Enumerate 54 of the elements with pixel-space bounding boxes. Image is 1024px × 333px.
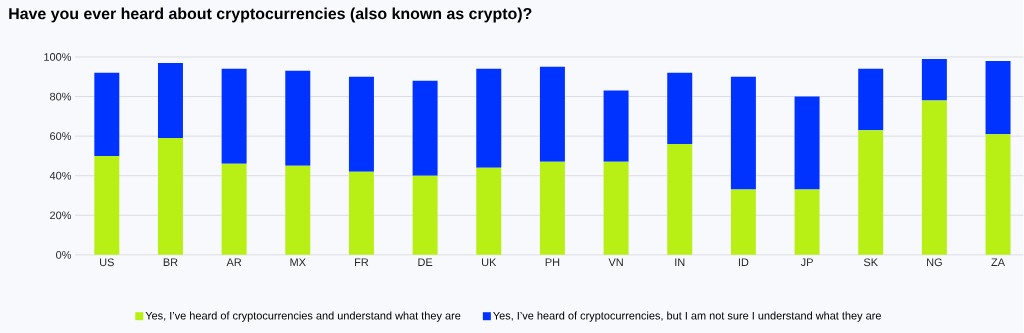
bar [285, 165, 311, 255]
x-tick-label: UK [482, 258, 497, 267]
bar [794, 96, 820, 190]
bar [921, 100, 947, 255]
bar [667, 144, 693, 255]
legend-label: Yes, I’ve heard of cryptocurrencies and understand what they are [145, 311, 461, 322]
x-tick-label: ZA [991, 258, 1006, 266]
bar [94, 156, 120, 255]
bar [157, 138, 183, 255]
bar [157, 62, 183, 139]
bar [921, 59, 947, 101]
bar [985, 134, 1011, 255]
bar [858, 130, 884, 255]
bar [476, 68, 502, 168]
x-tick-label: US [100, 258, 114, 267]
bar [412, 175, 438, 255]
x-tick-label: NG [927, 258, 942, 267]
y-tick-label: 0% [56, 251, 72, 259]
bar [667, 72, 693, 145]
bar [348, 76, 374, 172]
y-tick-label: 80% [50, 92, 72, 101]
chart-title: Have you ever heard about cryptocurrencies (also known as crypto)? [9, 7, 532, 23]
bar [730, 189, 756, 255]
bar [985, 61, 1011, 135]
x-tick-label: IN [675, 258, 685, 266]
x-tick-label: DE [418, 258, 433, 266]
y-tick-label: 20% [50, 211, 72, 220]
bar [221, 68, 247, 164]
bar [603, 90, 629, 162]
bar [858, 68, 884, 131]
y-tick-label: 60% [50, 132, 72, 141]
x-tick-label: AR [226, 258, 242, 266]
bar [730, 76, 756, 190]
x-tick-label: JP [800, 258, 813, 267]
bar [94, 72, 120, 156]
x-tick-label: MX [290, 258, 306, 266]
x-tick-label: SK [863, 258, 878, 267]
y-tick-label: 40% [49, 171, 72, 180]
bar [539, 161, 565, 255]
bar [539, 66, 565, 162]
x-tick-label: BR [163, 258, 178, 266]
bar [285, 70, 311, 166]
bar [794, 189, 820, 255]
bar [476, 167, 502, 255]
x-tick-label: FR [355, 258, 369, 266]
bar [603, 161, 629, 255]
x-tick-label: ID [738, 258, 749, 266]
bar [221, 163, 247, 255]
y-tick-label: 100% [44, 53, 72, 61]
x-tick-label: PH [545, 258, 560, 266]
x-tick-label: VN [608, 258, 623, 266]
bar [348, 171, 374, 255]
legend-label: Yes, I’ve heard of cryptocurrencies, but I am not sure I understand what they are [493, 311, 881, 322]
bar [412, 80, 438, 176]
